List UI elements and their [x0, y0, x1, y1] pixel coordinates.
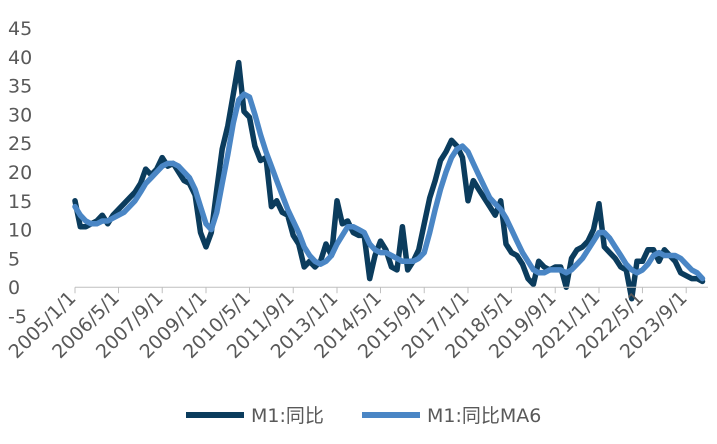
y-tick-label: -5 [8, 306, 27, 328]
x-axis-ticks: 2005/1/12006/5/12007/9/12009/1/12010/5/1… [5, 287, 692, 363]
y-tick-label: 0 [8, 277, 20, 299]
y-tick-label: 25 [8, 133, 32, 155]
series-line-m1-yoy-ma6 [72, 91, 706, 282]
legend-label: M1:同比MA6 [427, 405, 541, 427]
legend: M1:同比 M1:同比MA6 [186, 405, 541, 427]
y-tick-label: 15 [8, 191, 32, 213]
y-axis-ticks: -5 0 5 10 15 20 25 30 35 40 45 [8, 18, 32, 328]
series-layer [72, 59, 706, 302]
y-tick-label: 40 [8, 47, 32, 69]
y-tick-label: 5 [8, 248, 20, 270]
legend-label: M1:同比 [251, 405, 324, 427]
series-line-m1-yoy [72, 59, 706, 302]
y-tick-label: 30 [8, 104, 32, 126]
y-tick-label: 20 [8, 162, 32, 184]
y-tick-label: 35 [8, 76, 32, 98]
y-tick-label: 45 [8, 18, 32, 40]
y-tick-label: 10 [8, 220, 32, 242]
